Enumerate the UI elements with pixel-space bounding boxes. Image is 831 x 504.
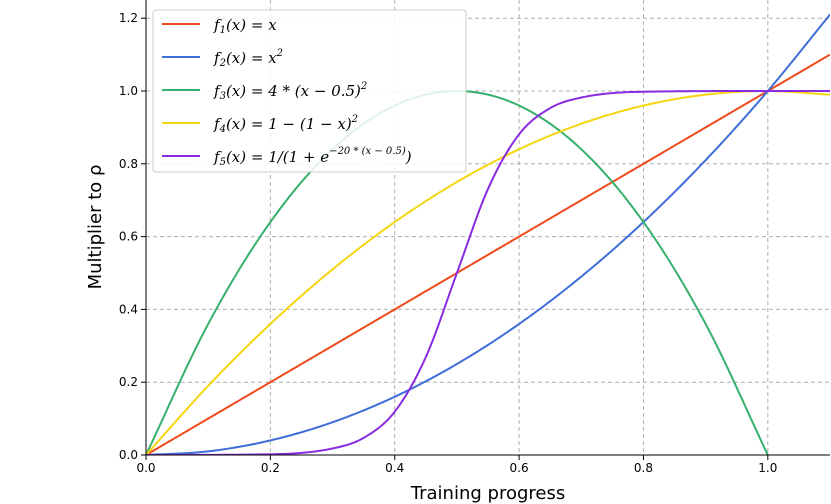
series-line-f2 — [146, 13, 830, 455]
y-tick-label: 1.2 — [119, 11, 138, 25]
legend-box — [152, 9, 467, 173]
legend-label-f4: f4(x) = 1 − (1 − x)2 — [213, 114, 358, 135]
x-tick-label: 0.0 — [136, 461, 155, 475]
x-tick-label: 1.0 — [758, 461, 777, 475]
legend-entry-f2: f2(x) = x2 — [162, 48, 283, 69]
x-tick-label: 0.8 — [634, 461, 653, 475]
y-tick-label: 0.8 — [119, 157, 138, 171]
x-tick-label: 0.4 — [385, 461, 404, 475]
legend-entry-f3: f3(x) = 4 * (x − 0.5)2 — [162, 81, 367, 102]
legend-entry-f4: f4(x) = 1 − (1 − x)2 — [162, 114, 358, 135]
y-axis-label: Multiplier to ρ — [85, 165, 106, 290]
legend-label-f1: f1(x) = x — [213, 16, 277, 36]
legend-label-f2: f2(x) = x2 — [213, 48, 283, 69]
x-tick-label: 0.2 — [261, 461, 280, 475]
ticks: 0.0 0.2 0.4 0.6 0.8 1.0 0.0 0.2 0.4 0.6 0.8 1.0 1.2 — [119, 11, 777, 475]
legend-label-f3: f3(x) = 4 * (x − 0.5)2 — [213, 81, 367, 102]
series-line-f1 — [146, 53, 830, 455]
legend: f1(x) = x f2(x) = x2 f3(x) = 4 * (x − 0.… — [152, 9, 467, 173]
series-line-f5 — [146, 90, 830, 455]
x-axis-label: Training progress — [410, 483, 565, 504]
y-tick-label: 0.0 — [119, 448, 138, 462]
x-tick-label: 0.6 — [510, 461, 529, 475]
legend-entry-f1: f1(x) = x — [162, 16, 277, 36]
y-tick-label: 0.4 — [119, 302, 138, 316]
y-tick-label: 0.2 — [119, 375, 138, 389]
y-tick-label: 1.0 — [119, 84, 138, 98]
axes — [145, 0, 830, 456]
series-line-f4 — [146, 90, 830, 455]
y-tick-label: 0.6 — [119, 230, 138, 244]
